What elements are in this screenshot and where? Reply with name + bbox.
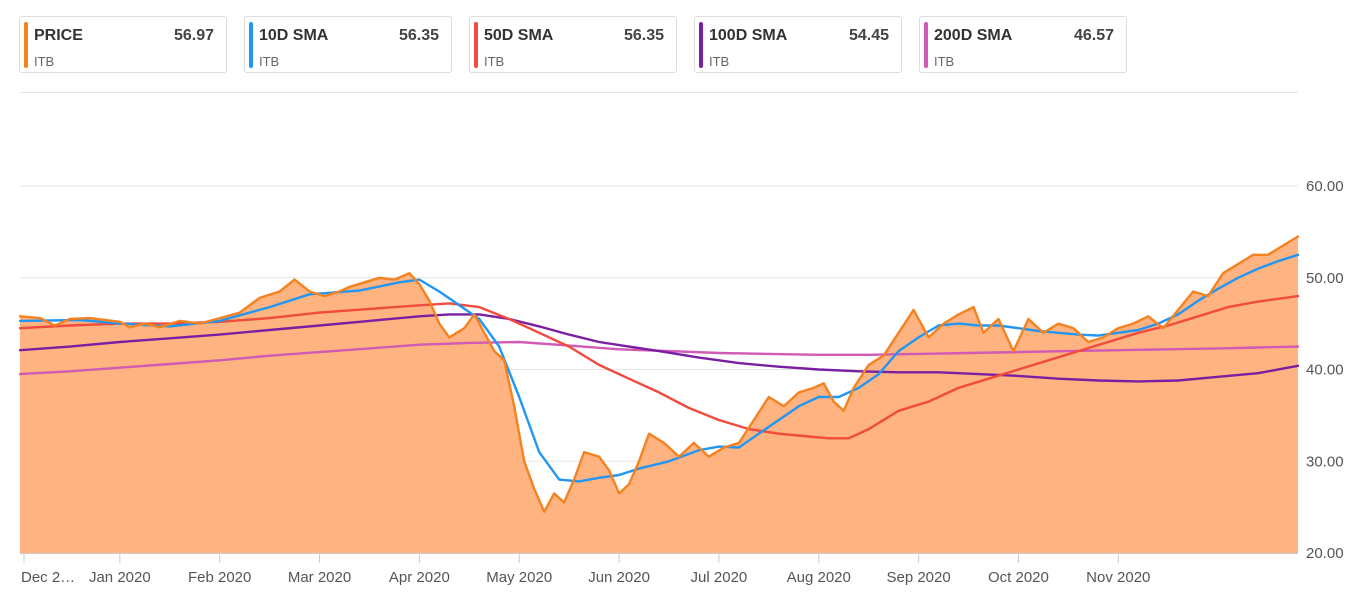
y-tick-label: 60.00 [1306,178,1344,195]
x-tick-label: Aug 2020 [787,569,851,586]
legend-color-bar [24,22,28,68]
x-tick-label: Apr 2020 [389,569,450,586]
legend-symbol: ITB [709,54,730,69]
series-line-200d-sma [18,340,1300,376]
series-line-100d-sma [18,313,1300,383]
y-tick-label: 30.00 [1306,453,1344,470]
y-tick-label: 40.00 [1306,362,1344,379]
legend-series-name: PRICE [34,27,83,44]
x-tick-label: Sep 2020 [886,569,950,586]
series-line-price [18,235,1300,513]
x-tick-label: Dec 2… [21,569,75,586]
series-line-10d-sma [18,253,1300,483]
x-tick-label: Oct 2020 [988,569,1049,586]
legend-color-bar [249,22,253,68]
legend-item-200d-sma[interactable]: 200D SMA 46.57 ITB [919,16,1127,73]
x-tick-label: Nov 2020 [1086,569,1150,586]
legend-series-name: 10D SMA [259,27,329,44]
legend-color-bar [474,22,478,68]
x-tick-label: Jan 2020 [89,569,151,586]
x-tick-label: Mar 2020 [288,569,351,586]
legend-series-name: 100D SMA [709,27,788,44]
legend-color-bar [924,22,928,68]
legend-divider [20,92,1298,93]
legend-series-name: 200D SMA [934,27,1013,44]
legend-symbol: ITB [484,54,505,69]
legend-item-10d-sma[interactable]: 10D SMA 56.35 ITB [244,16,452,73]
y-tick-label: 20.00 [1306,545,1344,562]
x-tick-label: Jul 2020 [691,569,748,586]
legend-series-value: 56.35 [623,27,664,44]
legend-item-50d-sma[interactable]: 50D SMA 56.35 ITB [469,16,677,73]
x-tick-label: Feb 2020 [188,569,251,586]
y-tick-label: 50.00 [1306,270,1344,287]
legend-symbol: ITB [259,54,280,69]
x-tick-label: Jun 2020 [588,569,650,586]
legend-color-bar [699,22,703,68]
legend-series-value: 54.45 [848,27,889,44]
price-area [20,236,1298,553]
legend-series-value: 46.57 [1073,27,1114,44]
legend-series-name: 50D SMA [484,27,554,44]
legend-item-price[interactable]: PRICE 56.97 ITB [19,16,227,73]
x-tick-label: May 2020 [486,569,552,586]
legend-symbol: ITB [934,54,955,69]
legend-item-100d-sma[interactable]: 100D SMA 54.45 ITB [694,16,902,73]
legend-series-value: 56.97 [173,27,214,44]
legend-series-value: 56.35 [398,27,439,44]
legend-symbol: ITB [34,54,55,69]
